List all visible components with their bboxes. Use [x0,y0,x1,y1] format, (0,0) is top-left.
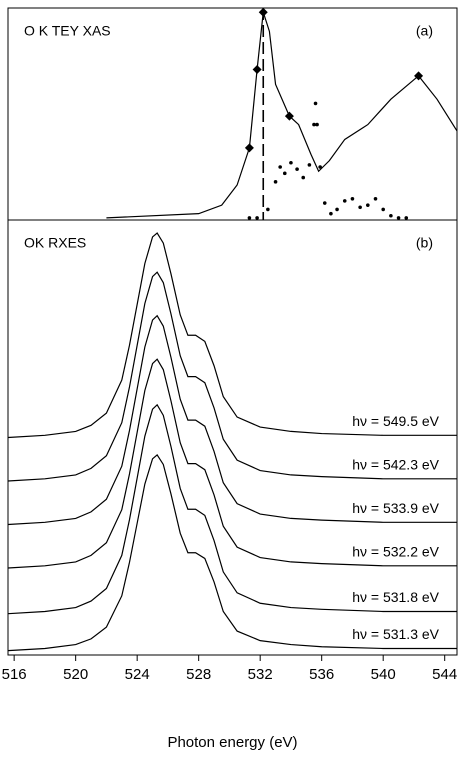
spectrum-line [7,314,457,526]
dot [301,175,306,180]
x-tick-label: 536 [309,666,334,683]
spectrum-line [7,403,457,615]
dot [373,197,378,201]
dot [278,165,282,169]
x-tick-label: 524 [125,666,150,683]
panel-title: OK RXES [24,235,86,251]
dot [396,216,401,220]
dot [273,180,278,184]
panel-label: (b) [416,235,433,251]
series-label: hν = 542.3 eV [352,457,439,473]
dot [266,207,270,212]
series-label: hν = 531.8 eV [352,589,439,605]
x-tick-label: 520 [63,666,88,683]
x-tick-label: 516 [2,666,27,683]
x-tick-label: 528 [186,666,211,683]
spectrum-line [7,271,457,482]
series-label: hν = 532.2 eV [352,544,439,560]
dot [358,205,362,210]
spectrum-line [7,232,457,439]
dot [318,165,322,169]
panel-label: (a) [416,23,433,39]
series-label: hν = 549.5 eV [352,413,439,429]
dot [389,213,393,218]
dot [312,122,316,127]
series-label: hν = 533.9 eV [352,500,439,516]
dot [315,122,319,127]
panel-title: O K TEY XAS [24,23,111,39]
plot-frame [7,7,458,221]
dot [247,216,252,220]
dot [307,163,312,167]
dot [381,207,385,212]
diamond-marker [258,7,268,17]
x-axis-label: Photon energy (eV) [167,734,297,751]
dot [282,171,287,176]
dot [366,203,370,207]
dot [404,216,409,220]
x-tick-label: 532 [248,666,273,683]
dot [335,207,339,212]
spectrum-line [106,12,458,219]
x-tick-label: 544 [432,666,457,683]
diamond-marker [252,64,262,74]
diamond-marker [414,71,424,81]
dot [350,197,355,201]
diamond-marker [244,143,254,153]
dot [289,160,293,165]
dot [255,216,259,220]
x-tick-label: 540 [371,666,396,683]
spectrum-line [7,453,457,652]
dot [342,199,347,203]
dot [329,211,333,216]
dot [313,101,318,106]
diamond-marker [284,111,294,121]
series-label: hν = 531.3 eV [352,626,439,642]
dot [295,167,299,171]
dot [322,201,327,205]
spectrum-line [7,358,457,569]
